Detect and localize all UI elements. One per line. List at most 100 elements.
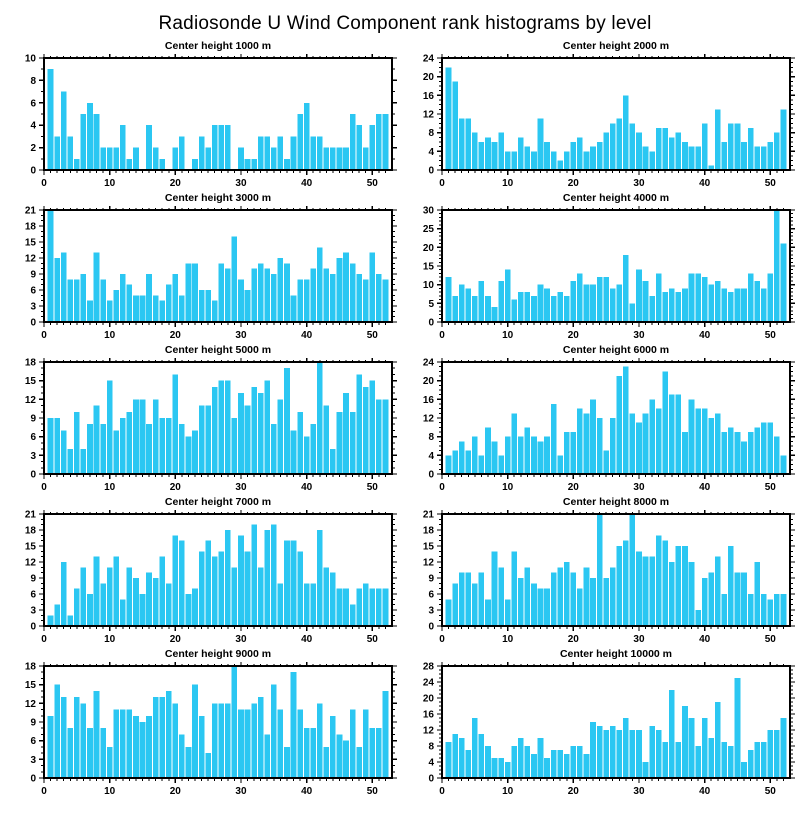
svg-text:0: 0 [439,786,445,797]
chart-title: Center height 4000 m [562,192,670,204]
svg-text:0: 0 [439,330,445,341]
svg-text:3: 3 [30,606,36,617]
svg-text:40: 40 [699,786,711,797]
svg-text:30: 30 [423,206,435,217]
svg-text:40: 40 [301,178,313,189]
rank-histogram-8000m: Center height 8000 m 0 10 20 30 40 50 0 3 6 9 12 15… [406,495,796,645]
svg-text:16: 16 [423,91,435,102]
svg-text:0: 0 [30,318,36,329]
histogram-plot: 0 10 20 30 40 50 0 3 6 9 12 15 18 21 [25,206,397,341]
rank-histogram-6000m: Center height 6000 m 0 10 20 30 40 50 0 4 8 12 16 2… [406,343,796,493]
svg-text:15: 15 [25,376,37,387]
svg-text:16: 16 [423,395,435,406]
svg-text:0: 0 [428,166,434,177]
svg-text:9: 9 [428,574,434,585]
chart-title: Center height 3000 m [164,192,272,204]
svg-text:6: 6 [30,736,36,747]
svg-text:30: 30 [235,482,247,493]
svg-text:20: 20 [568,178,580,189]
rank-histogram-7000m: Center height 7000 m 0 10 20 30 40 50 0 3 6 9 12 15… [8,495,398,645]
svg-text:3: 3 [428,606,434,617]
svg-text:50: 50 [367,786,379,797]
svg-text:40: 40 [301,786,313,797]
svg-text:8: 8 [428,128,434,139]
svg-text:0: 0 [428,774,434,785]
svg-text:10: 10 [502,330,514,341]
svg-text:9: 9 [30,574,36,585]
histogram-plot: 0 10 20 30 40 50 0 3 6 9 12 15 18 [25,358,397,493]
rank-histogram-5000m: Center height 5000 m 0 10 20 30 40 50 0 3 6 9 12 15… [8,343,398,493]
svg-text:18: 18 [25,526,37,537]
svg-text:20: 20 [568,330,580,341]
svg-text:10: 10 [502,178,514,189]
svg-text:20: 20 [170,482,182,493]
svg-text:30: 30 [633,482,645,493]
svg-text:21: 21 [25,206,37,217]
svg-text:30: 30 [633,634,645,645]
svg-text:24: 24 [423,54,435,65]
svg-text:0: 0 [30,622,36,633]
svg-text:6: 6 [428,590,434,601]
svg-text:12: 12 [423,414,435,425]
svg-text:0: 0 [30,166,36,177]
svg-text:50: 50 [765,482,777,493]
svg-text:20: 20 [170,634,182,645]
svg-text:20: 20 [423,72,435,83]
svg-text:5: 5 [428,299,434,310]
svg-text:0: 0 [41,178,47,189]
chart-title: Center height 9000 m [164,648,272,660]
svg-text:12: 12 [25,558,37,569]
svg-text:9: 9 [30,270,36,281]
svg-text:18: 18 [25,358,37,369]
svg-text:30: 30 [633,178,645,189]
svg-text:9: 9 [30,718,36,729]
svg-text:10: 10 [104,178,116,189]
svg-text:16: 16 [423,710,435,721]
svg-text:40: 40 [301,330,313,341]
svg-text:3: 3 [30,451,36,462]
svg-text:10: 10 [104,482,116,493]
svg-text:24: 24 [423,678,435,689]
svg-text:40: 40 [699,634,711,645]
svg-text:50: 50 [765,786,777,797]
svg-text:15: 15 [25,542,37,553]
svg-text:6: 6 [30,432,36,443]
svg-text:6: 6 [30,590,36,601]
svg-text:50: 50 [765,330,777,341]
svg-text:20: 20 [170,786,182,797]
svg-text:0: 0 [41,634,47,645]
svg-text:40: 40 [699,330,711,341]
svg-text:24: 24 [423,358,435,369]
svg-text:0: 0 [439,178,445,189]
svg-text:18: 18 [423,526,435,537]
svg-text:15: 15 [25,238,37,249]
svg-text:40: 40 [301,482,313,493]
main-title: Radiosonde U Wind Component rank histogr… [158,13,652,34]
svg-text:28: 28 [423,662,435,673]
svg-text:50: 50 [367,330,379,341]
chart-title: Center height 8000 m [562,496,670,508]
svg-text:21: 21 [25,510,37,521]
svg-text:8: 8 [30,76,36,87]
svg-text:30: 30 [633,786,645,797]
svg-text:30: 30 [235,634,247,645]
svg-text:10: 10 [502,786,514,797]
svg-text:50: 50 [367,178,379,189]
svg-text:0: 0 [41,330,47,341]
svg-text:10: 10 [104,330,116,341]
svg-text:9: 9 [30,414,36,425]
svg-text:40: 40 [699,178,711,189]
svg-text:20: 20 [423,376,435,387]
svg-text:4: 4 [428,758,434,769]
svg-text:4: 4 [30,121,36,132]
histogram-plot: 0 10 20 30 40 50 0 4 8 12 16 20 24 28 [423,662,795,797]
svg-text:20: 20 [568,634,580,645]
svg-text:3: 3 [30,302,36,313]
svg-text:20: 20 [170,178,182,189]
histogram-plot: 0 10 20 30 40 50 0 3 6 9 12 15 18 21 [25,510,397,645]
svg-text:50: 50 [367,634,379,645]
svg-text:15: 15 [423,262,435,273]
histogram-plot: 0 10 20 30 40 50 0 4 8 12 16 20 24 [423,358,795,493]
rank-histogram-1000m: Center height 1000 m 0 10 20 30 40 50 0 2 4 6 8 10 [8,39,398,189]
svg-text:10: 10 [104,634,116,645]
